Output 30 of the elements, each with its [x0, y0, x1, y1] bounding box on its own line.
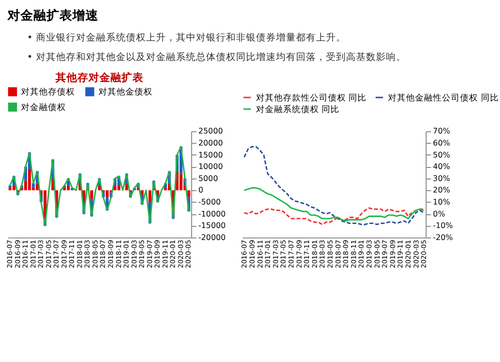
text: 对金融扩表增速	[6, 7, 100, 22]
legend-label: 对金融系统债权 同比	[256, 104, 340, 115]
legend-label: 对其他金债权	[98, 86, 152, 98]
y-tick-label: 20000	[198, 138, 224, 148]
y-tick-label: -10000	[198, 209, 226, 218]
y-tick-label: 60%	[432, 138, 450, 148]
y-tick-label: 5000	[198, 174, 218, 183]
chart-title: 其他存对金融扩表	[54, 71, 144, 84]
y-tick-label: 30%	[432, 174, 450, 183]
text: • 对其他存和对其他金以及对金融系统总体债权同比增速均有回落，受到高基数影响。	[27, 50, 406, 63]
y-tick-label: 25000	[198, 126, 224, 136]
y-tick-label: -15000	[198, 221, 226, 230]
y-tick-label: 70%	[432, 126, 450, 136]
y-tick-label: 0%	[432, 209, 446, 218]
y-tick-label: 10000	[198, 162, 224, 172]
legend-label: 对其他金融性公司债权 同比	[388, 92, 499, 104]
text: • 商业银行对金融系统债权上升，其中对银行和非银债券增量都有上升。	[27, 32, 346, 44]
y-tick-label: -20%	[432, 232, 453, 242]
y-tick-label: 40%	[432, 162, 450, 172]
legend-label: 对其他存债权	[21, 86, 76, 98]
y-tick-label: -5000	[198, 197, 221, 206]
y-tick-label: -20000	[198, 232, 226, 242]
y-tick-label: 0	[198, 186, 204, 195]
legend-label: 对其他存款性公司债权 同比	[256, 92, 367, 104]
y-tick-label: 20%	[432, 186, 450, 195]
y-tick-label: 50%	[432, 150, 450, 160]
y-tick-label: -10%	[432, 221, 453, 230]
y-tick-label: 15000	[198, 150, 224, 160]
legend-label: 对金融债权	[21, 102, 66, 114]
y-tick-label: 10%	[432, 197, 450, 206]
